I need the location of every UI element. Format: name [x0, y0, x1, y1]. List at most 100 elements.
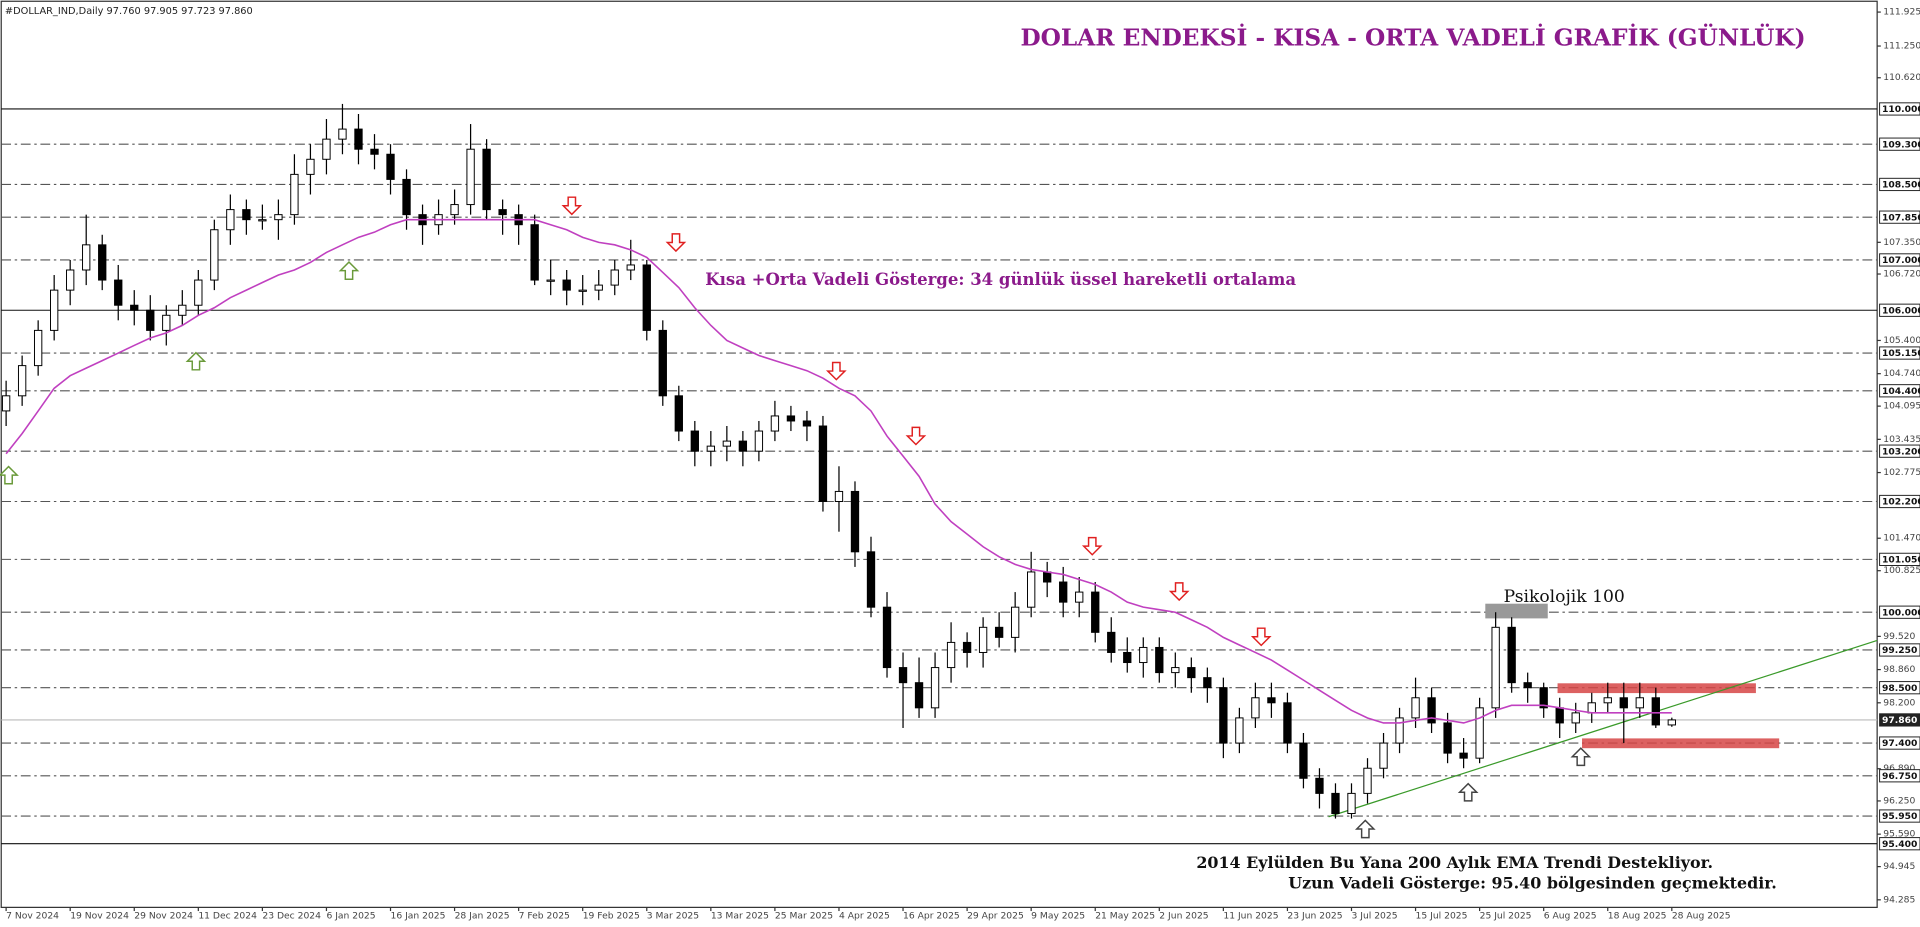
candle-body [306, 158, 315, 175]
candle-body [178, 304, 187, 316]
candle-body [946, 641, 956, 669]
level-label: 99.250 [1882, 645, 1917, 656]
x-tick-label: 28 Aug 2025 [1672, 910, 1731, 921]
x-tick-label: 2 Jun 2025 [1159, 910, 1209, 921]
candle-body [1459, 752, 1468, 759]
candle-body [17, 365, 27, 397]
level-label: 97.400 [1882, 738, 1917, 749]
candle-body [1379, 742, 1388, 769]
y-tick-label: 103.435 [1883, 434, 1920, 445]
candle-body [242, 209, 251, 221]
candle-body [258, 219, 267, 222]
candle-body [754, 430, 764, 452]
candle-body [82, 244, 91, 271]
x-tick-label: 16 Jan 2025 [391, 910, 446, 921]
level-label: 95.400 [1882, 839, 1917, 850]
x-tick-label: 29 Nov 2024 [134, 910, 193, 921]
candle-body [1043, 571, 1052, 583]
x-tick-label: 25 Mar 2025 [775, 910, 833, 921]
candle-body [1107, 631, 1116, 653]
x-tick-label: 11 Dec 2024 [198, 910, 257, 921]
x-tick-label: 21 May 2025 [1095, 910, 1155, 921]
level-label: 107.000 [1882, 255, 1920, 266]
y-tick-label: 100.825 [1883, 565, 1920, 576]
candle-body [642, 264, 651, 331]
y-tick-label: 99.520 [1883, 631, 1915, 642]
candle-body [402, 178, 411, 216]
x-tick-label: 9 May 2025 [1031, 910, 1085, 921]
level-label: 102.200 [1882, 497, 1920, 508]
chart-header: #DOLLAR_IND,Daily 97.760 97.905 97.723 9… [5, 6, 253, 17]
level-label-box [1879, 210, 1920, 224]
candle-body [738, 440, 748, 452]
candle-body [1299, 742, 1308, 779]
level-label: 104.400 [1882, 386, 1920, 397]
candle-body [770, 415, 780, 432]
candle-body [1603, 697, 1612, 704]
level-label: 109.300 [1882, 139, 1920, 150]
level-label: 100.000 [1882, 607, 1920, 618]
y-tick-label: 96.250 [1883, 795, 1915, 806]
candle-body [850, 490, 860, 553]
x-tick-label: 6 Aug 2025 [1544, 910, 1597, 921]
candle-body [33, 329, 43, 367]
candle-body [1539, 687, 1548, 709]
candle-body [66, 269, 75, 291]
candle-body [322, 138, 331, 160]
candle-body [626, 264, 635, 271]
level-label-box [1879, 494, 1920, 509]
level-label: 110.000 [1882, 104, 1920, 115]
y-tick-label: 95.590 [1883, 829, 1915, 840]
level-label: 96.750 [1882, 771, 1917, 782]
x-tick-label: 13 Mar 2025 [711, 910, 769, 921]
candle-body [610, 269, 619, 286]
x-tick-label: 19 Nov 2024 [70, 910, 129, 921]
x-tick-label: 28 Jan 2025 [455, 910, 510, 921]
candle-body [1171, 667, 1180, 674]
x-tick-label: 16 Apr 2025 [903, 910, 960, 921]
y-tick-label: 94.945 [1883, 861, 1915, 872]
y-tick-label: 110.620 [1883, 72, 1920, 83]
level-label-box [1879, 736, 1920, 750]
y-tick-label: 98.860 [1883, 664, 1915, 675]
level-label: 108.500 [1882, 180, 1920, 191]
level-label-box [1879, 809, 1920, 823]
y-tick-label: 102.775 [1883, 467, 1920, 478]
candle-body [674, 395, 683, 432]
y-tick-label: 94.285 [1883, 894, 1915, 905]
level-label-box [1879, 137, 1920, 151]
candle-body [1010, 606, 1020, 638]
plot-frame [0, 0, 1878, 908]
candle-body [274, 214, 283, 221]
candle-body [834, 490, 844, 502]
candle-body [786, 415, 796, 422]
level-label-box [1879, 346, 1920, 360]
chart-title: DOLAR ENDEKSİ - KISA - ORTA VADELİ GRAFİ… [1020, 22, 1805, 52]
candle-body [1523, 682, 1532, 689]
level-label: 98.500 [1882, 683, 1917, 694]
candle-body [866, 551, 876, 608]
candle-body [1555, 707, 1564, 724]
candle-body [930, 667, 940, 709]
y-tick-label: 98.200 [1883, 697, 1915, 708]
candle-body [562, 279, 571, 291]
y-tick-label: 105.400 [1883, 335, 1920, 346]
candle-body [578, 289, 587, 292]
level-label-box [1879, 303, 1920, 317]
candle-body [338, 128, 347, 140]
candle-body [1155, 646, 1164, 674]
y-tick-label: 107.350 [1883, 237, 1920, 248]
y-tick-label: 104.740 [1883, 368, 1920, 379]
candle-body [706, 445, 716, 452]
annotation: Psikolojik 100 [1504, 587, 1625, 607]
y-tick-label: 96.890 [1883, 763, 1915, 774]
candle-body [482, 148, 491, 211]
candles [1, 103, 1676, 819]
y-tick-label: 101.470 [1883, 533, 1920, 544]
candle-body [162, 314, 171, 331]
candle-body [450, 204, 459, 216]
candle-body [1203, 677, 1212, 689]
x-tick-label: 7 Feb 2025 [519, 910, 570, 921]
level-label-box [1879, 837, 1920, 851]
